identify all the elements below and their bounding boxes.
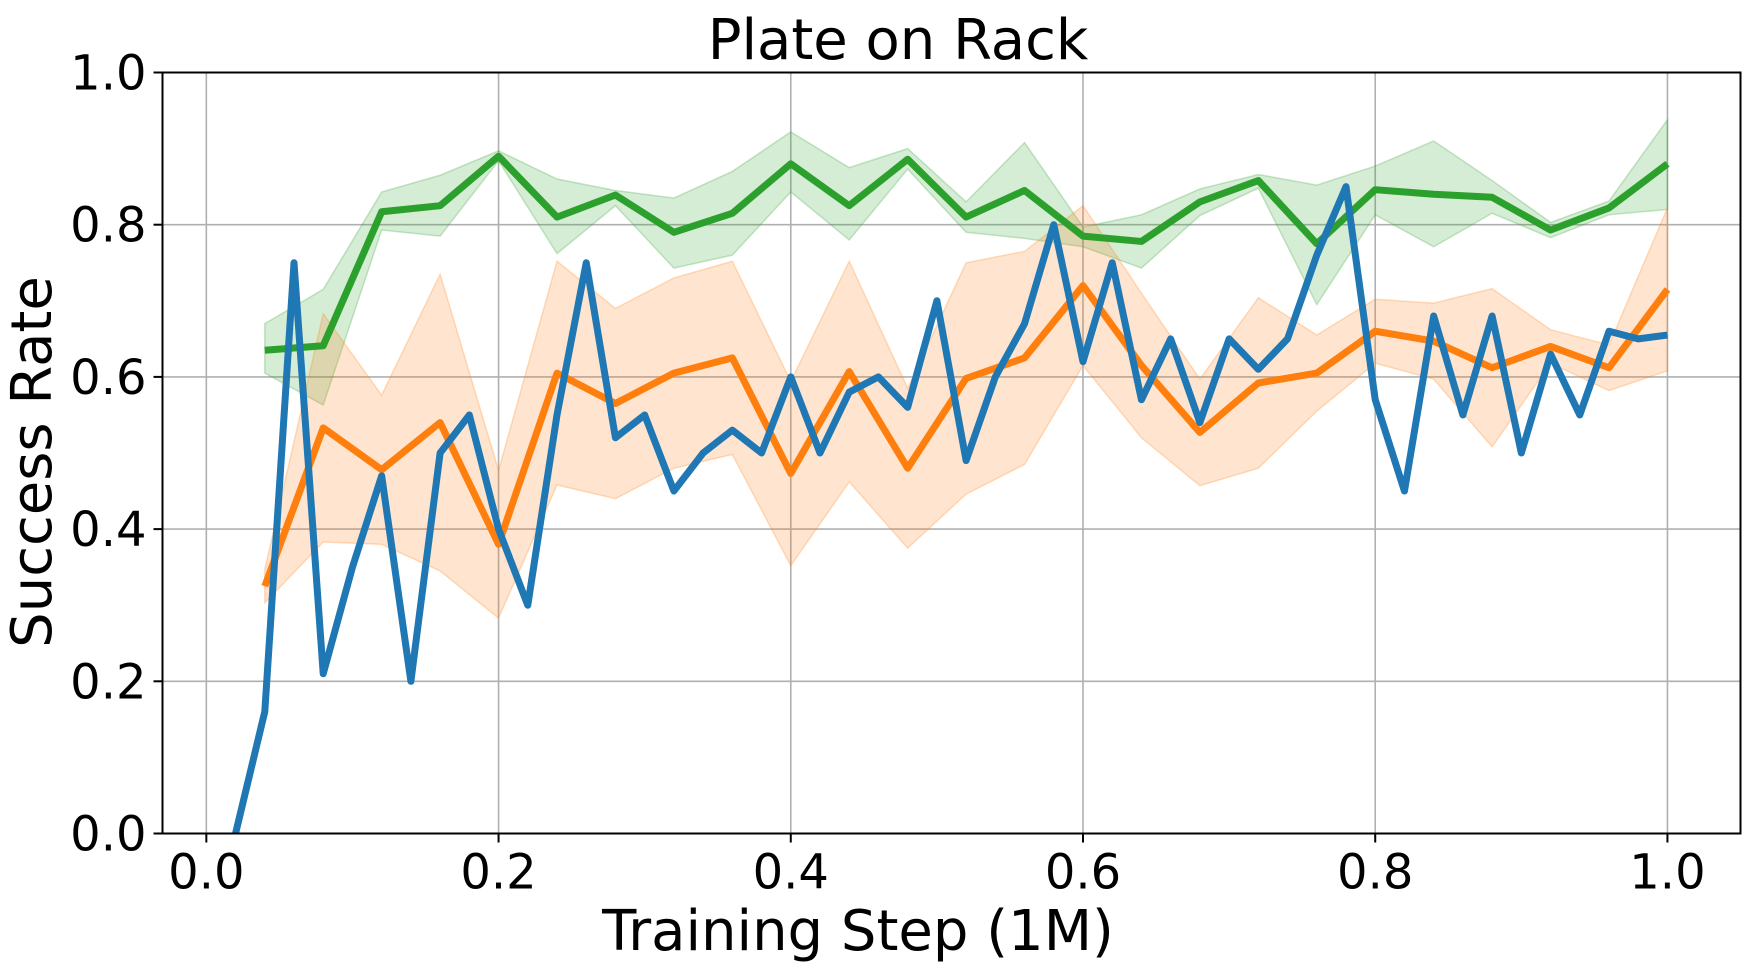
y-tick-label: 0.4 (70, 502, 146, 558)
y-tick-label: 0.0 (70, 807, 146, 863)
chart-title: Plate on Rack (708, 8, 1089, 73)
y-tick-label: 0.6 (70, 350, 146, 406)
x-tick-label: 0.4 (753, 845, 829, 901)
series-lines (232, 152, 1671, 835)
series-line-1 (261, 282, 1671, 588)
y-tick-label: 0.8 (70, 198, 146, 254)
confidence-band-1 (264, 204, 1669, 620)
y-tick-label: 0.2 (70, 654, 146, 710)
confidence-band-0 (264, 117, 1669, 407)
x-tick-label: 0.0 (168, 845, 244, 901)
series-line-0 (264, 152, 1670, 354)
x-tick-label: 1.0 (1629, 845, 1705, 901)
x-tick-label: 0.6 (1045, 845, 1121, 901)
y-axis-label: Success Rate (0, 276, 65, 648)
x-tick-label: 0.2 (460, 845, 536, 901)
confidence-bands (264, 117, 1669, 620)
x-axis-label: Training Step (1M) (601, 899, 1114, 964)
y-tick-label: 1.0 (70, 46, 146, 102)
plot-frame (161, 71, 1742, 835)
axis-ticks: 0.0 0.2 0.4 0.6 0.8 1.0 0.0 0.2 0.4 0.6 0.8 1.0 (70, 46, 1705, 901)
x-tick-label: 0.8 (1337, 845, 1413, 901)
series-line-2 (232, 183, 1668, 835)
